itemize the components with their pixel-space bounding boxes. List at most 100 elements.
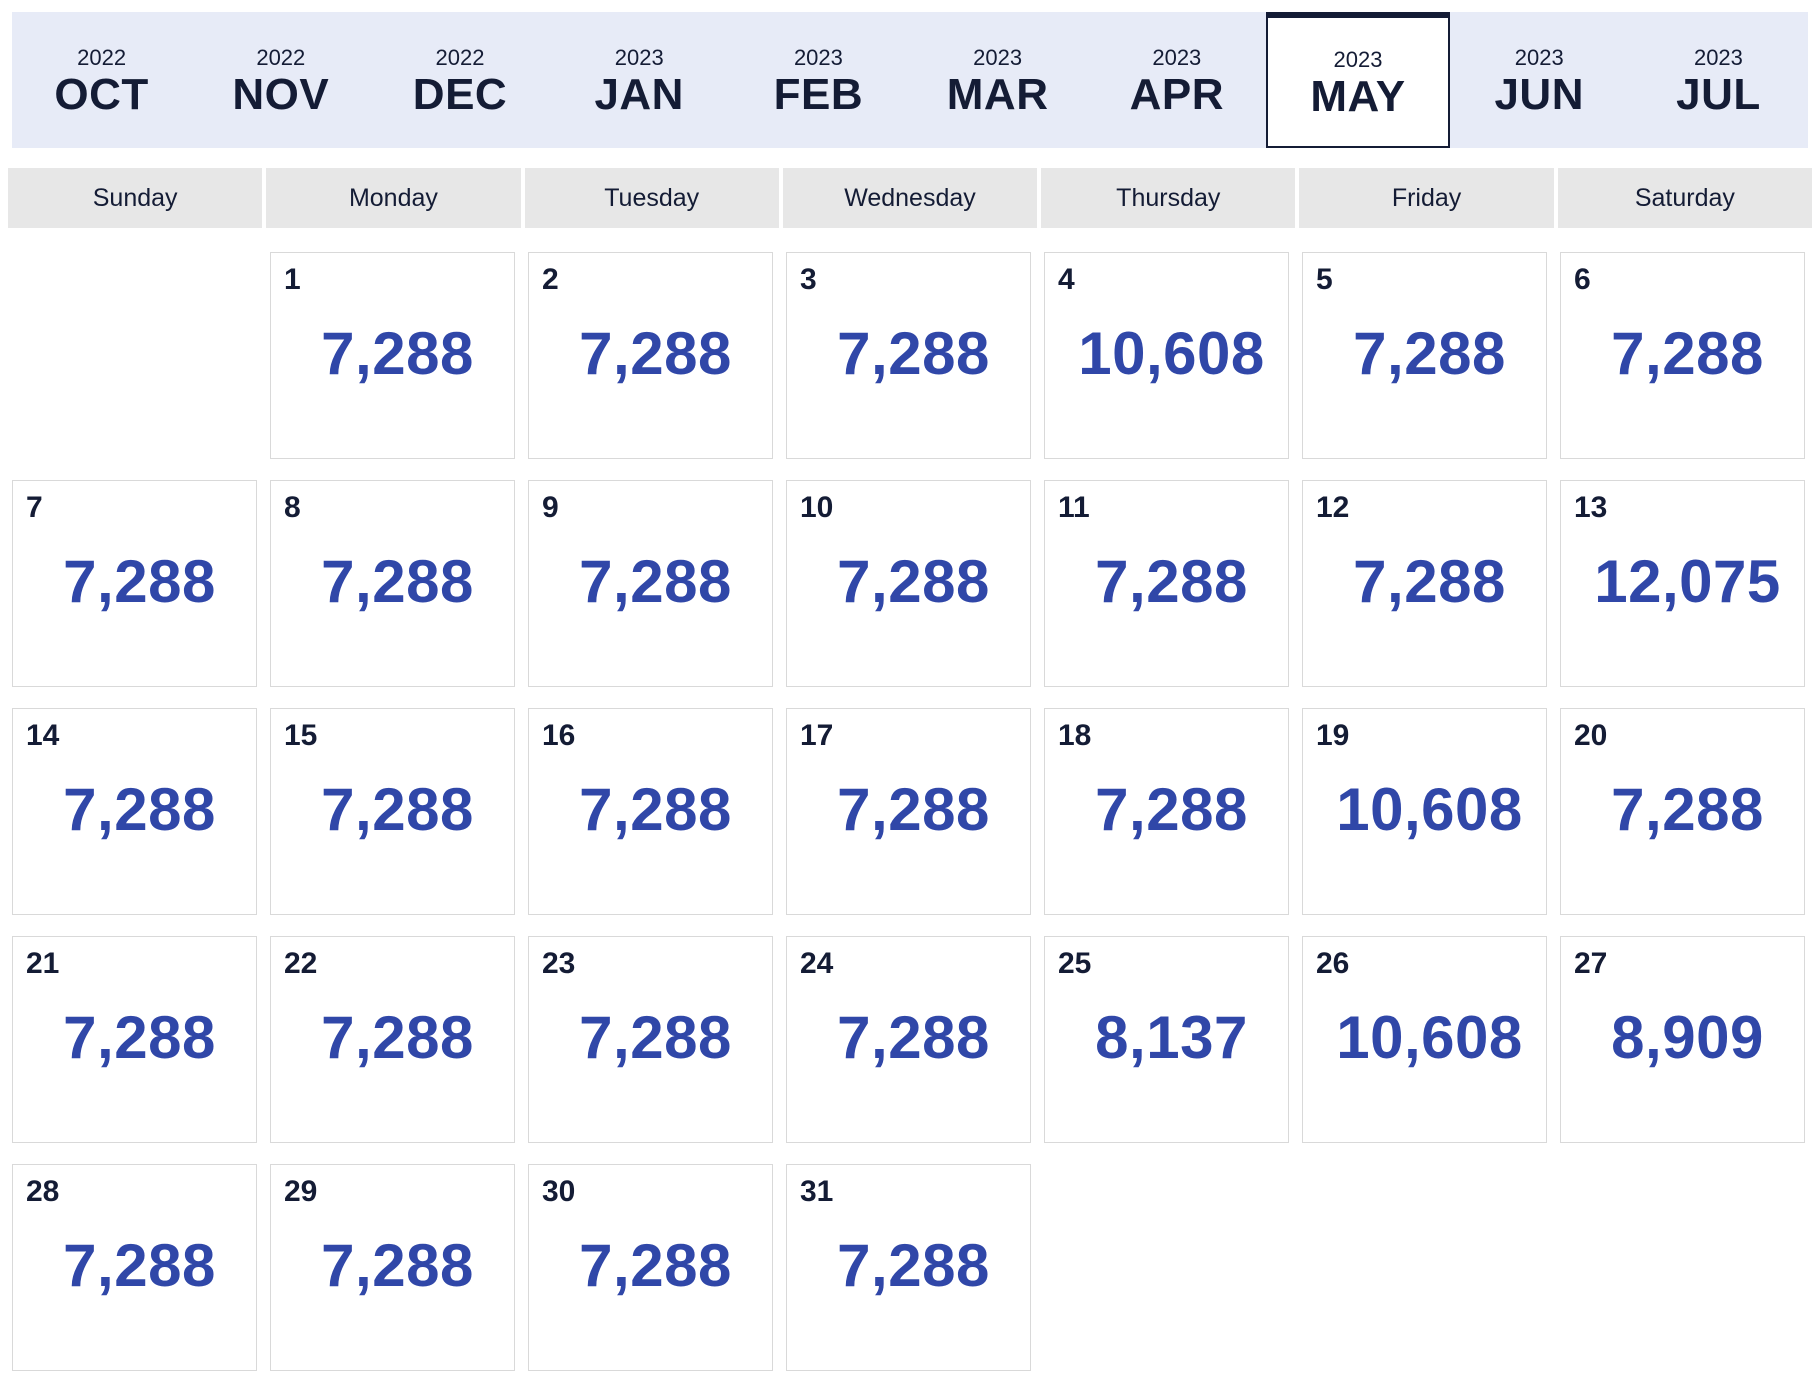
month-tab-year: 2023 (793, 45, 843, 70)
day-number: 4 (1058, 263, 1075, 296)
day-number: 17 (800, 719, 834, 752)
day-price: 7,288 (63, 776, 216, 843)
month-tab-feb-2023[interactable]: 2023 FEB (729, 12, 908, 148)
day-cell-31[interactable]: 31 7,288 (786, 1164, 1031, 1371)
month-tab-dec-2022[interactable]: 2022 DEC (370, 12, 549, 148)
day-number: 25 (1058, 947, 1092, 980)
day-number: 28 (26, 1175, 60, 1208)
day-number: 13 (1574, 491, 1608, 524)
day-cell-22[interactable]: 22 7,288 (270, 936, 515, 1143)
month-tab-label: OCT (54, 70, 149, 119)
day-number: 26 (1316, 947, 1350, 980)
day-cell-27[interactable]: 27 8,909 (1560, 936, 1805, 1143)
day-cell-25[interactable]: 25 8,137 (1044, 936, 1289, 1143)
day-price: 12,075 (1594, 548, 1781, 615)
day-cell-8[interactable]: 8 7,288 (270, 480, 515, 687)
month-tab-year: 2023 (614, 45, 664, 70)
day-cell-4[interactable]: 4 10,608 (1044, 252, 1289, 459)
month-tab-jan-2023[interactable]: 2023 JAN (550, 12, 729, 148)
day-cell-2[interactable]: 2 7,288 (528, 252, 773, 459)
day-cell-13[interactable]: 13 12,075 (1560, 480, 1805, 687)
month-tab-apr-2023[interactable]: 2023 APR (1087, 12, 1266, 148)
month-tab-year: 2023 (1152, 45, 1202, 70)
day-number: 12 (1316, 491, 1350, 524)
day-price: 7,288 (837, 776, 990, 843)
day-cell-28[interactable]: 28 7,288 (12, 1164, 257, 1371)
month-tab-label: JUL (1676, 70, 1761, 119)
day-cell-5[interactable]: 5 7,288 (1302, 252, 1547, 459)
day-cell-10[interactable]: 10 7,288 (786, 480, 1031, 687)
day-number: 30 (542, 1175, 576, 1208)
day-price: 7,288 (321, 548, 474, 615)
day-price: 7,288 (63, 548, 216, 615)
calendar-grid: 1 7,288 2 7,288 3 7,288 4 10,608 5 7,288 6 7,288 7 7,… (12, 252, 1810, 1371)
day-number: 22 (284, 947, 318, 980)
day-cell-29[interactable]: 29 7,288 (270, 1164, 515, 1371)
month-tab-label: NOV (232, 70, 330, 119)
day-price: 7,288 (1611, 776, 1764, 843)
month-tab-label: MAY (1310, 72, 1406, 121)
day-cell-9[interactable]: 9 7,288 (528, 480, 773, 687)
month-tab-nov-2022[interactable]: 2022 NOV (191, 12, 370, 148)
day-cell-14[interactable]: 14 7,288 (12, 708, 257, 915)
month-tab-year: 2023 (973, 45, 1023, 70)
day-cell-17[interactable]: 17 7,288 (786, 708, 1031, 915)
month-tab-jul-2023[interactable]: 2023 JUL (1629, 12, 1808, 148)
day-price: 7,288 (1611, 320, 1764, 387)
weekday-monday: Monday (266, 168, 521, 228)
day-cell-11[interactable]: 11 7,288 (1044, 480, 1289, 687)
day-cell-7[interactable]: 7 7,288 (12, 480, 257, 687)
weekday-thursday: Thursday (1041, 168, 1296, 228)
day-price: 7,288 (579, 776, 732, 843)
month-tab-label: JUN (1494, 70, 1584, 119)
day-price: 7,288 (1353, 548, 1506, 615)
weekday-saturday: Saturday (1557, 168, 1812, 228)
month-tab-mar-2023[interactable]: 2023 MAR (908, 12, 1087, 148)
day-cell-12[interactable]: 12 7,288 (1302, 480, 1547, 687)
day-price: 7,288 (837, 1004, 990, 1071)
day-price: 7,288 (1095, 548, 1248, 615)
day-cell-18[interactable]: 18 7,288 (1044, 708, 1289, 915)
day-cell-21[interactable]: 21 7,288 (12, 936, 257, 1143)
month-tab-may-2023[interactable]: 2023 MAY (1266, 12, 1450, 148)
month-tab-year: 2023 (1693, 45, 1743, 70)
day-price: 7,288 (63, 1004, 216, 1071)
day-cell-1[interactable]: 1 7,288 (270, 252, 515, 459)
day-number: 14 (26, 719, 60, 752)
day-price: 7,288 (579, 320, 732, 387)
day-cell-20[interactable]: 20 7,288 (1560, 708, 1805, 915)
month-selector: 2022 OCT 2022 NOV 2022 DEC 2023 JAN 2023 FEB 2023 M… (12, 12, 1808, 148)
month-tab-label: FEB (773, 70, 864, 119)
month-tab-year: 2023 (1514, 45, 1564, 70)
day-price: 8,909 (1611, 1004, 1764, 1071)
day-number: 1 (284, 263, 301, 296)
day-cell-23[interactable]: 23 7,288 (528, 936, 773, 1143)
month-tab-label: JAN (594, 70, 684, 119)
day-price: 7,288 (837, 320, 990, 387)
day-number: 6 (1574, 263, 1591, 296)
weekday-wednesday: Wednesday (782, 168, 1038, 228)
month-tab-jun-2023[interactable]: 2023 JUN (1450, 12, 1629, 148)
day-cell-16[interactable]: 16 7,288 (528, 708, 773, 915)
day-cell-26[interactable]: 26 10,608 (1302, 936, 1547, 1143)
day-cell-15[interactable]: 15 7,288 (270, 708, 515, 915)
day-price: 7,288 (837, 548, 990, 615)
day-price: 7,288 (579, 548, 732, 615)
month-tab-year: 2022 (256, 45, 306, 70)
day-number: 9 (542, 491, 559, 524)
month-tab-oct-2022[interactable]: 2022 OCT (12, 12, 191, 148)
day-cell-6[interactable]: 6 7,288 (1560, 252, 1805, 459)
day-cell-3[interactable]: 3 7,288 (786, 252, 1031, 459)
weekday-header: Sunday Monday Tuesday Wednesday Thursday Frid… (8, 168, 1812, 228)
day-number: 20 (1574, 719, 1608, 752)
day-price: 7,288 (321, 320, 474, 387)
day-number: 19 (1316, 719, 1350, 752)
day-cell-19[interactable]: 19 10,608 (1302, 708, 1547, 915)
day-number: 16 (542, 719, 576, 752)
day-price: 10,608 (1336, 776, 1523, 843)
day-cell-30[interactable]: 30 7,288 (528, 1164, 773, 1371)
month-tab-year: 2022 (435, 45, 485, 70)
day-cell-24[interactable]: 24 7,288 (786, 936, 1031, 1143)
weekday-sunday: Sunday (8, 168, 263, 228)
day-number: 24 (800, 947, 834, 980)
